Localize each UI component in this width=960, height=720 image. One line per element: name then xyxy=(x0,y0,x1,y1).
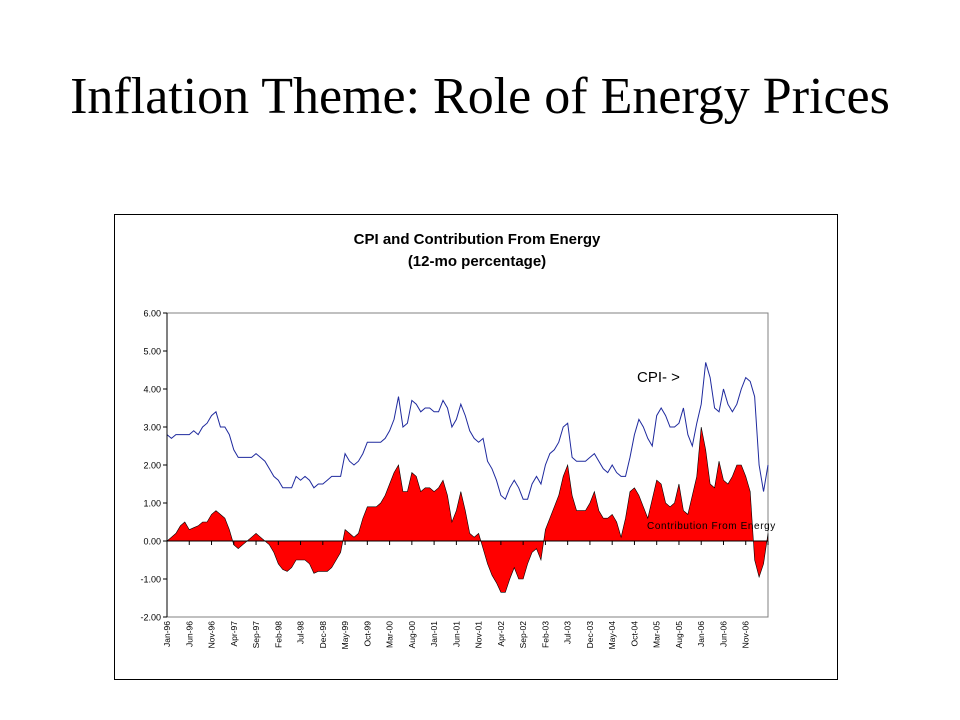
x-tick-label: May-99 xyxy=(340,621,350,650)
x-tick-label: May-04 xyxy=(607,621,617,650)
x-tick-label: Oct-04 xyxy=(629,621,639,647)
chart-frame: CPI and Contribution From Energy (12-mo … xyxy=(114,214,838,680)
y-tick-label: -2.00 xyxy=(140,613,161,623)
x-tick-label: Nov-96 xyxy=(207,621,217,649)
y-tick-label: -1.00 xyxy=(140,575,161,585)
x-tick-label: Aug-05 xyxy=(674,621,684,649)
cpi-annotation: CPI- > xyxy=(637,369,680,386)
x-tick-label: Apr-02 xyxy=(496,621,506,647)
y-tick-label: 1.00 xyxy=(143,499,161,509)
x-tick-label: Jan-01 xyxy=(429,621,439,647)
x-tick-label: Oct-99 xyxy=(362,621,372,647)
x-tick-label: Mar-00 xyxy=(385,621,395,648)
y-tick-label: 2.00 xyxy=(143,461,161,471)
x-tick-label: Dec-98 xyxy=(318,621,328,649)
chart-plot: -2.00 -1.00 0.00 1.00 2.00 3.00 4.00 5.00 6.00 Ja… xyxy=(140,309,776,650)
x-tick-label: Mar-05 xyxy=(652,621,662,648)
x-tick-label: Jun-06 xyxy=(718,621,728,647)
x-tick-label: Sep-97 xyxy=(251,621,261,649)
x-tick-label: Sep-02 xyxy=(518,621,528,649)
x-tick-label: Nov-06 xyxy=(741,621,751,649)
y-tick-label: 0.00 xyxy=(143,537,161,547)
x-tick-label: Nov-01 xyxy=(474,621,484,649)
x-tick-label: Apr-97 xyxy=(229,621,239,647)
plot-area-border xyxy=(166,312,769,618)
x-tick-label: Feb-98 xyxy=(273,621,283,648)
chart-subtitle: (12-mo percentage) xyxy=(407,253,547,270)
x-tick-label: Jun-96 xyxy=(184,621,194,647)
x-tick-label: Jun-01 xyxy=(451,621,461,647)
x-tick-label: Jul-03 xyxy=(563,621,573,644)
energy-annotation: Contribution From Energy xyxy=(647,521,776,532)
y-tick-label: 6.00 xyxy=(143,309,161,319)
x-tick-label: Aug-00 xyxy=(407,621,417,649)
chart-title: CPI and Contribution From Energy xyxy=(353,231,601,248)
y-tick-label: 3.00 xyxy=(143,423,161,433)
y-tick-label: 5.00 xyxy=(143,347,161,357)
x-tick-label: Feb-03 xyxy=(540,621,550,648)
slide-title: Inflation Theme: Role of Energy Prices xyxy=(70,68,890,125)
x-tick-label: Jan-06 xyxy=(696,621,706,647)
y-tick-label: 4.00 xyxy=(143,385,161,395)
x-tick-label: Jan-96 xyxy=(162,621,172,647)
x-tick-label: Jul-98 xyxy=(296,621,306,644)
cpi-line xyxy=(166,362,769,501)
x-tick-label: Dec-03 xyxy=(585,621,595,649)
energy-contribution-area xyxy=(166,426,769,593)
